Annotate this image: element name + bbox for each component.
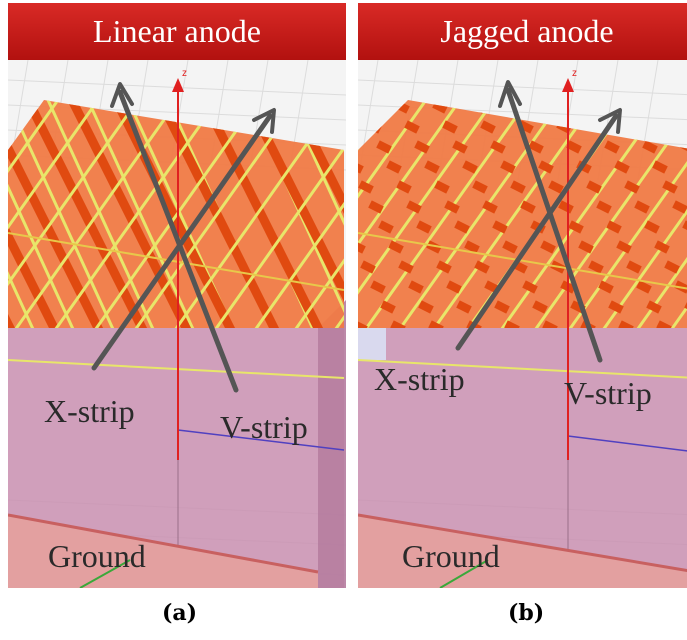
x-strip-segment	[666, 264, 678, 270]
caption-a: (a)	[162, 600, 197, 626]
x-strip-segment	[406, 124, 418, 130]
x-strip-segment	[410, 284, 422, 290]
x-strip-segment	[534, 304, 546, 310]
x-strip-segment	[610, 304, 622, 310]
x-strip-segment	[674, 204, 686, 210]
v-strip-label: V-strip	[564, 375, 652, 412]
jagged-anode-scene: z	[358, 60, 687, 588]
x-strip-segment	[466, 244, 478, 250]
ground-label: Ground	[48, 538, 146, 575]
x-strip-segment	[454, 144, 466, 150]
x-strip-segment	[494, 224, 506, 230]
z-axis-label: z	[572, 68, 577, 79]
x-strip-segment	[586, 104, 598, 110]
x-strip-segment	[420, 304, 432, 310]
x-strip-segment	[444, 124, 456, 130]
x-strip-segment	[568, 144, 580, 150]
x-strip-segment	[370, 204, 382, 210]
x-strip-segment	[634, 124, 646, 130]
x-strip-segment	[616, 164, 628, 170]
x-strip-segment	[512, 184, 524, 190]
x-strip-segment	[476, 264, 488, 270]
x-strip-segment	[504, 244, 516, 250]
x-strip-segment	[446, 204, 458, 210]
x-strip-segment	[434, 104, 446, 110]
x-strip-segment	[472, 104, 484, 110]
x-strip-label: X-strip	[374, 361, 465, 398]
x-strip-segment	[482, 124, 494, 130]
panel-jagged-anode: Jagged anode z X-strip V-strip Ground	[358, 3, 687, 588]
x-strip-segment	[426, 164, 438, 170]
x-strip-segment	[484, 204, 496, 210]
x-strip-segment	[474, 184, 486, 190]
x-strip-segment	[388, 164, 400, 170]
x-strip-segment	[600, 284, 612, 290]
x-strip-segment	[636, 204, 648, 210]
x-strip-segment	[502, 164, 514, 170]
x-strip-segment	[560, 204, 572, 210]
x-strip-segment	[464, 164, 476, 170]
x-strip-segment	[598, 204, 610, 210]
body-light-face	[358, 328, 386, 360]
x-strip-segment	[362, 264, 374, 270]
x-strip-segment	[390, 244, 402, 250]
x-strip-segment	[628, 264, 640, 270]
x-strip-segment	[646, 224, 658, 230]
x-strip-segment	[656, 244, 668, 250]
magenta-body-right-face	[318, 300, 346, 588]
x-strip-segment	[438, 264, 450, 270]
panel-linear-anode: Linear anode	[8, 3, 346, 588]
x-strip-segment	[618, 244, 630, 250]
x-strip-segment	[672, 124, 684, 130]
x-strip-segment	[448, 284, 460, 290]
x-strip-segment	[418, 224, 430, 230]
x-strip-segment	[588, 184, 600, 190]
x-strip-segment	[378, 144, 390, 150]
x-strip-segment	[398, 184, 410, 190]
x-strip-segment	[542, 244, 554, 250]
v-strip-label: V-strip	[220, 409, 308, 446]
z-axis-label: z	[182, 68, 187, 79]
x-strip-segment	[664, 184, 676, 190]
x-strip-segment	[638, 284, 650, 290]
x-strip-segment	[458, 304, 470, 310]
x-strip-segment	[548, 104, 560, 110]
x-strip-segment	[360, 184, 372, 190]
x-strip-segment	[522, 204, 534, 210]
x-strip-segment	[606, 144, 618, 150]
x-strip-segment	[416, 144, 428, 150]
x-strip-segment	[648, 304, 660, 310]
caption-b: (b)	[508, 600, 544, 626]
ground-label: Ground	[402, 538, 500, 575]
x-strip-segment	[570, 224, 582, 230]
x-strip-segment	[496, 304, 508, 310]
x-strip-segment	[400, 264, 412, 270]
x-strip-segment	[540, 164, 552, 170]
x-strip-segment	[368, 124, 380, 130]
x-strip-segment	[580, 244, 592, 250]
x-strip-segment	[654, 164, 666, 170]
x-strip-segment	[624, 104, 636, 110]
x-strip-segment	[492, 144, 504, 150]
x-strip-segment	[550, 184, 562, 190]
x-strip-segment	[662, 104, 674, 110]
x-strip-segment	[524, 284, 536, 290]
panel-title: Linear anode	[8, 3, 346, 60]
panel-title: Jagged anode	[358, 3, 687, 60]
x-strip-segment	[626, 184, 638, 190]
x-strip-segment	[408, 204, 420, 210]
x-strip-segment	[456, 224, 468, 230]
x-strip-label: X-strip	[44, 393, 135, 430]
x-strip-segment	[380, 224, 392, 230]
x-strip-segment	[530, 144, 542, 150]
linear-anode-scene: z	[8, 60, 346, 588]
x-strip-segment	[644, 144, 656, 150]
x-strip-segment	[372, 284, 384, 290]
x-strip-segment	[436, 184, 448, 190]
x-strip-segment	[608, 224, 620, 230]
x-strip-segment	[382, 304, 394, 310]
x-strip-segment	[590, 264, 602, 270]
